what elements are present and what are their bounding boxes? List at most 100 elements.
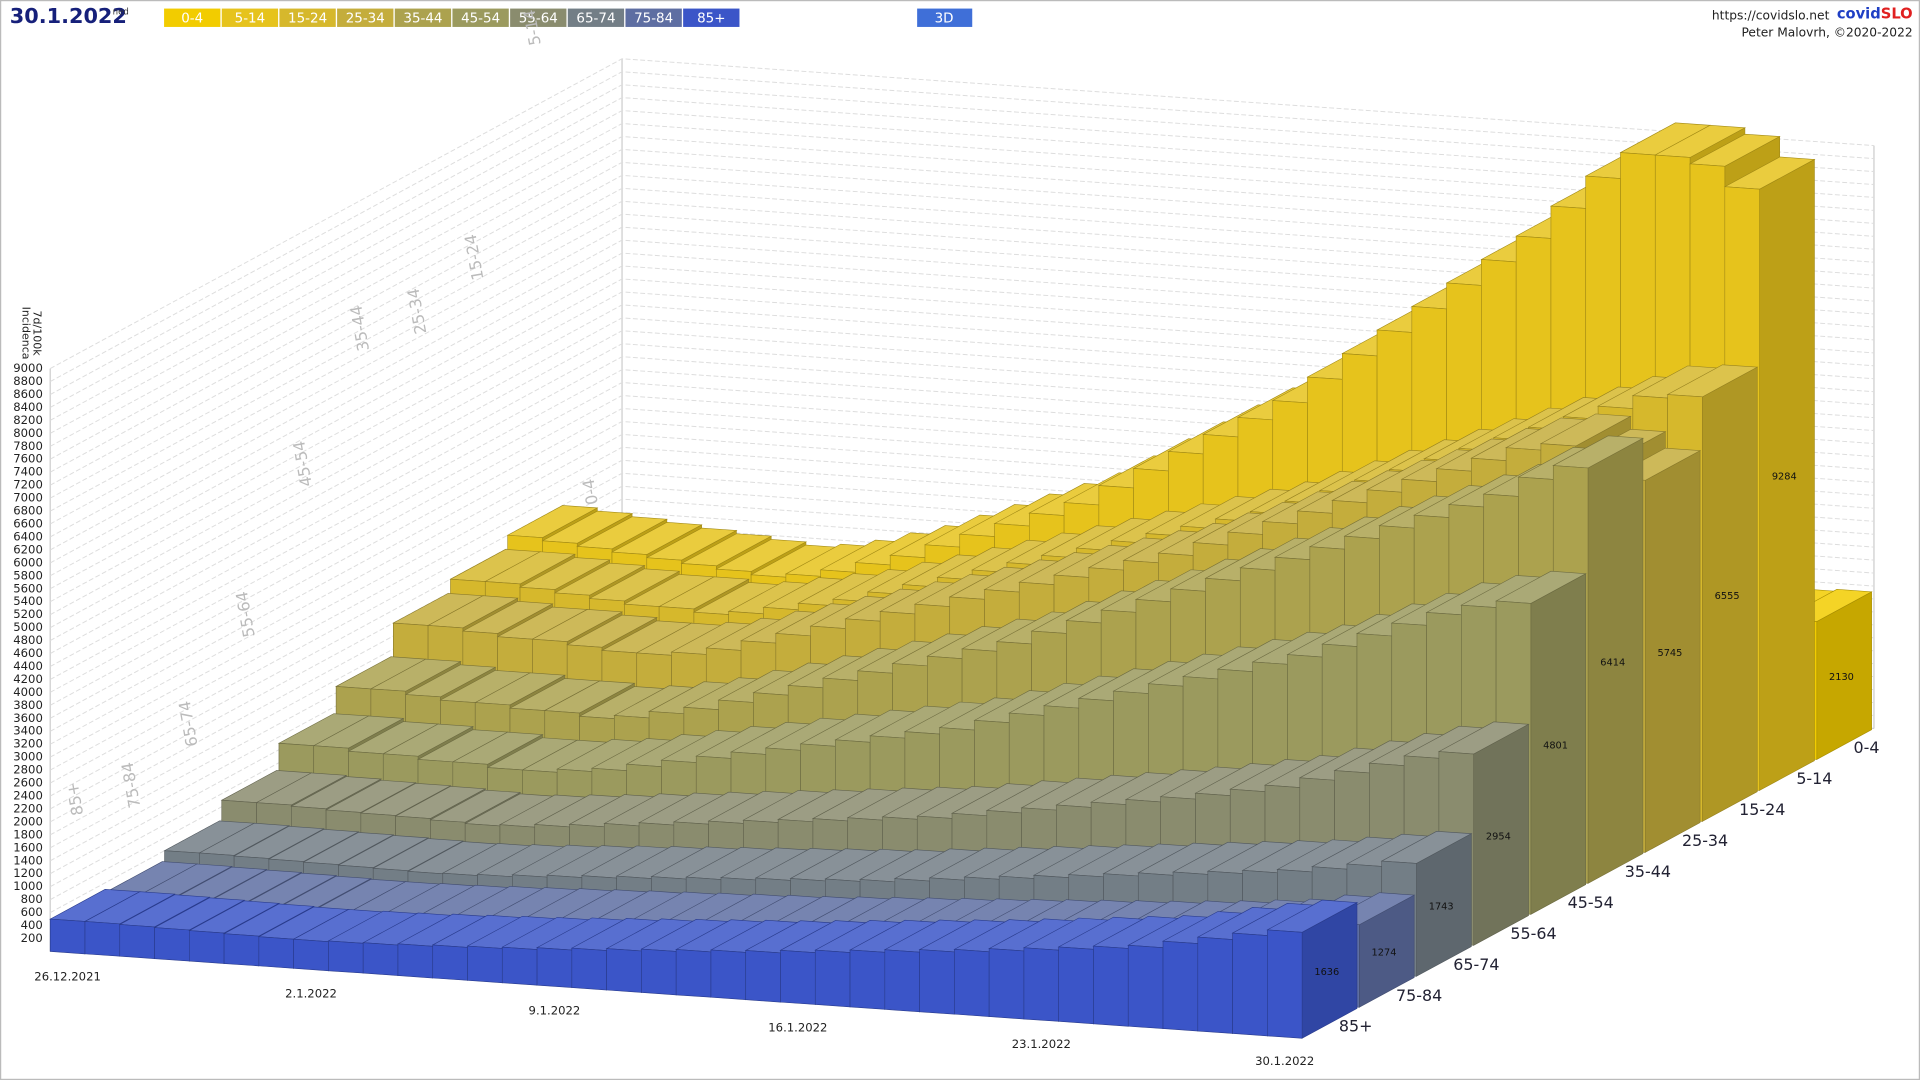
y-tick-label: 1800 — [13, 827, 43, 841]
y-tick-label: 2800 — [13, 763, 43, 777]
y-tick-label: 4600 — [13, 646, 43, 660]
y-tick-label: 6000 — [13, 555, 43, 569]
legend-button[interactable]: 5-14 — [221, 8, 279, 27]
bar-front — [814, 949, 851, 1008]
legend-button[interactable]: 85+ — [683, 8, 740, 27]
value-label: 1274 — [1372, 948, 1397, 959]
weekday: ned — [113, 8, 129, 18]
y-tick-label: 1200 — [13, 866, 43, 880]
grid-line — [49, 71, 1874, 382]
value-label: 2954 — [1486, 831, 1511, 842]
legend-label: 55-64 — [519, 11, 558, 26]
legend-swatch — [279, 8, 336, 27]
legend-label: 85+ — [697, 11, 725, 26]
y-tick-label: 5200 — [13, 607, 43, 621]
y-tick-label: 8200 — [13, 413, 43, 427]
grid-line — [49, 174, 1874, 486]
legend-label: 35-44 — [403, 11, 442, 26]
legend-label: 45-54 — [461, 11, 500, 26]
y-tick-label: 1600 — [13, 840, 43, 854]
legend-swatch — [452, 8, 509, 27]
brand-covid: covid — [1837, 6, 1881, 23]
grid-line — [49, 84, 1874, 395]
grid-line — [49, 110, 1874, 421]
value-label: 2130 — [1829, 672, 1854, 683]
y-tick-label: 2600 — [13, 776, 43, 790]
y-tick-label: 7000 — [13, 491, 43, 505]
row-label: 15-24 — [1739, 800, 1785, 819]
y-tick-label: 1000 — [13, 879, 43, 893]
bar-front — [223, 933, 260, 967]
bar-front — [1093, 945, 1129, 1027]
bar-front — [988, 948, 1025, 1020]
legend-button[interactable]: 35-44 — [394, 8, 452, 27]
x-tick-label: 2.1.2022 — [285, 987, 337, 1001]
y-tick-label: 5000 — [13, 620, 43, 634]
bar-front — [675, 949, 712, 998]
legend-swatch — [510, 8, 567, 27]
legend-button[interactable]: 25-34 — [337, 8, 394, 27]
legend-button[interactable]: 55-64 — [510, 8, 567, 27]
bar-front — [1162, 940, 1199, 1032]
legend-swatch — [164, 8, 221, 27]
grid-line — [49, 187, 1874, 499]
bar-front — [571, 947, 607, 991]
y-tick-label: 3200 — [13, 737, 43, 751]
bar-front — [293, 938, 329, 972]
grid-line — [49, 136, 1874, 447]
bar-front — [328, 940, 364, 974]
x-tick-label: 9.1.2022 — [529, 1003, 581, 1017]
y-tick-label: 1400 — [13, 853, 43, 867]
site-url[interactable]: https://covidslo.net — [1712, 8, 1830, 22]
legend-swatch — [625, 8, 682, 27]
y-tick-label: 4000 — [13, 685, 43, 699]
date: 30.1.2022 — [10, 4, 127, 28]
y-tick-label: 8400 — [13, 400, 43, 414]
y-tick-label: 2400 — [13, 789, 43, 803]
x-tick-label: 23.1.2022 — [1012, 1037, 1071, 1051]
legend-button[interactable]: 65-74 — [567, 8, 625, 27]
bar-front — [1232, 932, 1268, 1037]
y-tick-label: 400 — [21, 918, 43, 932]
bar-front — [954, 949, 990, 1017]
y-tick-label: 4800 — [13, 633, 43, 647]
brand-slo: SLO — [1881, 6, 1913, 23]
y-axis-title: Incidenca — [20, 307, 33, 360]
y-tick-label: 6400 — [13, 529, 43, 543]
grid-line — [49, 161, 1874, 473]
legend-button[interactable]: 45-54 — [452, 8, 509, 27]
bar-front — [501, 946, 538, 986]
legend-button[interactable]: 0-4 — [164, 8, 221, 27]
bar-front — [745, 950, 781, 1003]
row-label: 5-14 — [1796, 769, 1832, 788]
y-tick-label: 6800 — [13, 504, 43, 518]
value-label: 1743 — [1429, 901, 1454, 912]
legend-button[interactable]: 75-84 — [625, 8, 682, 27]
legend-label: 65-74 — [576, 11, 615, 26]
bar-front — [641, 948, 677, 996]
legend-button[interactable]: 15-24 — [279, 8, 336, 27]
value-label: 6555 — [1715, 591, 1740, 602]
legend-swatch — [394, 8, 452, 27]
bar-front — [49, 918, 86, 955]
button-3d[interactable]: 3D — [917, 8, 973, 27]
y-tick-label: 9000 — [13, 361, 43, 375]
bar-front — [536, 947, 573, 988]
legend-swatch — [337, 8, 394, 27]
y-tick-label: 3000 — [13, 750, 43, 764]
y-tick-label: 3400 — [13, 724, 43, 738]
value-label: 1636 — [1314, 967, 1339, 978]
y-tick-label: 6600 — [13, 517, 43, 531]
y-tick-label: 2000 — [13, 814, 43, 828]
legend-label: 5-14 — [235, 11, 266, 26]
y-tick-label: 800 — [21, 892, 43, 906]
bar-front — [606, 948, 642, 993]
grid-line — [49, 97, 1874, 408]
y-tick-label: 2200 — [13, 801, 43, 815]
value-label: 4801 — [1543, 741, 1568, 752]
y-tick-label: 5400 — [13, 594, 43, 608]
grid-line — [49, 148, 1874, 460]
y-tick-label: 5600 — [13, 581, 43, 595]
legend-label: 0-4 — [181, 11, 203, 26]
